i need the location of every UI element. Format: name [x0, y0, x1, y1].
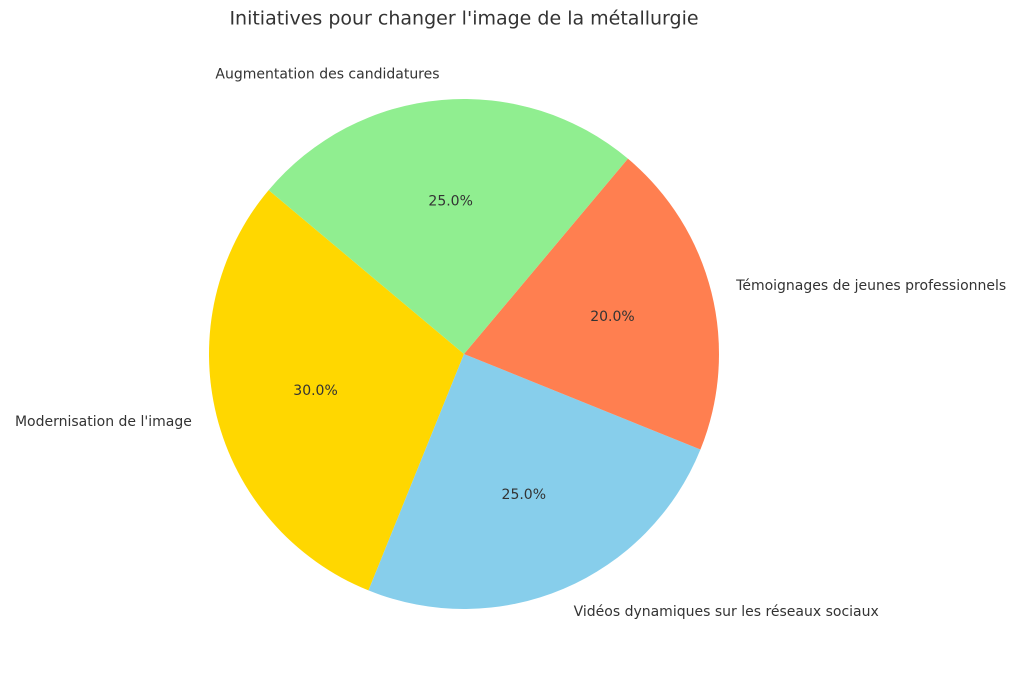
slice-label: Augmentation des candidatures	[215, 67, 439, 83]
slice-label: Modernisation de l'image	[15, 414, 192, 430]
value-label: 25.0%	[428, 194, 472, 210]
pie-slice	[368, 354, 701, 609]
slice-label: Témoignages de jeunes professionnels	[735, 278, 1006, 294]
pie-slice	[464, 158, 720, 450]
value-label: 20.0%	[590, 309, 634, 325]
value-label: 25.0%	[502, 487, 546, 503]
pie-slice	[268, 99, 628, 354]
pie-slice	[208, 190, 464, 591]
slice-label: Vidéos dynamiques sur les réseaux sociau…	[574, 604, 879, 620]
chart-title: Initiatives pour changer l'image de la m…	[229, 8, 698, 30]
value-label: 30.0%	[293, 383, 337, 399]
